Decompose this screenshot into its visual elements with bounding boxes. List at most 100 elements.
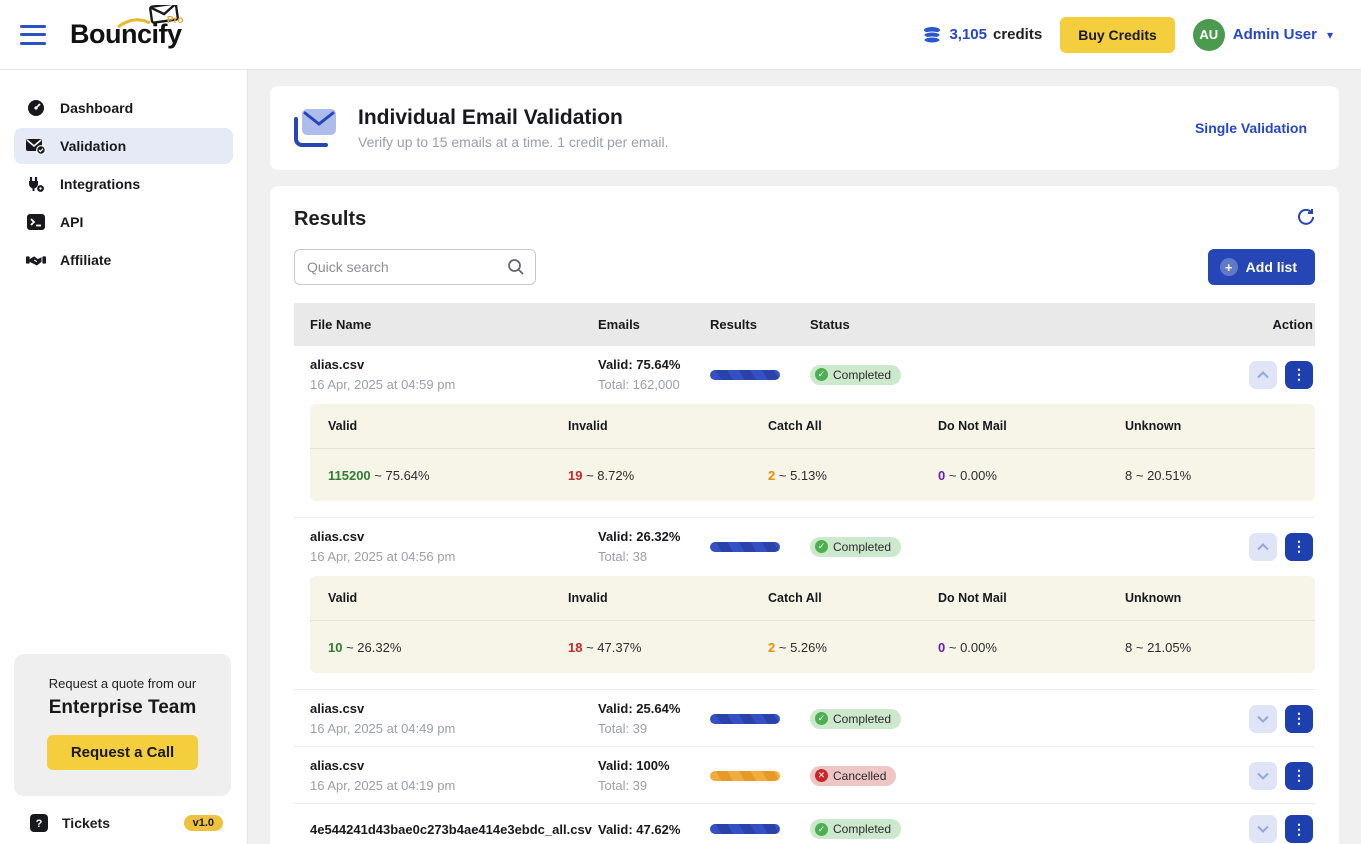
menu-icon[interactable] [20,25,46,45]
single-validation-link[interactable]: Single Validation [1195,120,1307,136]
credits-indicator: 3,105 credits [923,26,1042,44]
table-row: alias.csv 16 Apr, 2025 at 04:49 pm Valid… [294,689,1315,746]
sidebar-item-label: Validation [60,138,126,154]
col-action: Action [1239,317,1315,332]
progress-bar [710,542,780,552]
file-name: 4e544241d43bae0c273b4ae414e3ebdc_all.csv [310,822,598,837]
total-count: Total: 39 [598,721,710,736]
email-validation-icon [290,103,342,153]
detail-col-donotmail: Do Not Mail [938,591,1125,605]
enterprise-quote-box: Request a quote from our Enterprise Team… [14,654,231,796]
sidebar-item-label: Dashboard [60,100,133,116]
donotmail-value: 0 ~ 0.00% [938,640,1125,655]
detail-col-valid: Valid [328,591,568,605]
detail-col-donotmail: Do Not Mail [938,419,1125,433]
catchall-value: 2 ~ 5.13% [768,468,938,483]
row-menu-button[interactable]: ⋮ [1285,705,1313,733]
progress-bar [710,771,780,781]
expand-row-button[interactable] [1249,815,1277,843]
file-name: alias.csv [310,357,598,372]
collapse-row-button[interactable] [1249,533,1277,561]
catchall-value: 2 ~ 5.26% [768,640,938,655]
add-list-label: Add list [1246,259,1297,275]
email-check-icon [26,136,46,156]
table-header: File Name Emails Results Status Action [294,303,1315,346]
file-name: alias.csv [310,758,598,773]
results-table: File Name Emails Results Status Action a… [294,303,1315,844]
sidebar-item-label: API [60,214,83,230]
add-list-button[interactable]: + Add list [1208,249,1315,285]
row-menu-button[interactable]: ⋮ [1285,762,1313,790]
sidebar-item-integrations[interactable]: Integrations [14,166,233,202]
user-name: Admin User [1233,26,1317,43]
coins-icon [923,26,943,44]
detail-col-unknown: Unknown [1125,591,1315,605]
total-count: Total: 162,000 [598,377,710,392]
user-menu[interactable]: AU Admin User ▾ [1193,19,1333,51]
collapse-row-button[interactable] [1249,361,1277,389]
table-row: 4e544241d43bae0c273b4ae414e3ebdc_all.csv… [294,803,1315,844]
brand-pro-label: Pro [167,15,184,26]
sidebar-item-validation[interactable]: Validation [14,128,233,164]
search-icon [506,257,526,282]
main-content: Individual Email Validation Verify up to… [248,70,1361,844]
sidebar-item-label: Affiliate [60,252,111,268]
detail-col-valid: Valid [328,419,568,433]
check-circle-icon: ✓ [815,540,828,553]
row-menu-button[interactable]: ⋮ [1285,533,1313,561]
results-card: Results + Add list [270,186,1339,844]
progress-bar [710,370,780,380]
file-date: 16 Apr, 2025 at 04:49 pm [310,721,598,736]
valid-percent: Valid: 75.64% [598,357,710,372]
chevron-down-icon: ▾ [1327,28,1333,42]
row-menu-button[interactable]: ⋮ [1285,361,1313,389]
enterprise-title: Enterprise Team [24,697,221,719]
terminal-icon [26,212,46,232]
cancel-circle-icon: ✕ [815,769,828,782]
plug-icon [26,174,46,194]
check-circle-icon: ✓ [815,368,828,381]
col-file-name: File Name [310,317,598,332]
valid-percent: Valid: 26.32% [598,529,710,544]
page-title: Individual Email Validation [358,106,668,130]
status-badge: ✓ Completed [810,365,901,385]
sidebar-item-dashboard[interactable]: Dashboard [14,90,233,126]
version-badge: v1.0 [184,815,223,831]
expand-row-button[interactable] [1249,705,1277,733]
request-call-button[interactable]: Request a Call [47,735,198,770]
dashboard-icon [26,98,46,118]
sidebar-item-affiliate[interactable]: Affiliate [14,242,233,278]
plus-icon: + [1220,258,1238,276]
tickets-row[interactable]: ? Tickets v1.0 [30,814,223,832]
file-date: 16 Apr, 2025 at 04:59 pm [310,377,598,392]
results-title: Results [294,208,366,231]
valid-percent: Valid: 100% [598,758,710,773]
table-row: alias.csv 16 Apr, 2025 at 04:56 pm Valid… [294,517,1315,574]
refresh-icon[interactable] [1297,208,1315,231]
detail-col-unknown: Unknown [1125,419,1315,433]
buy-credits-button[interactable]: Buy Credits [1060,17,1175,53]
unknown-value: 8 ~ 20.51% [1125,468,1315,483]
row-detail-table: Valid Invalid Catch All Do Not Mail Unkn… [310,404,1315,501]
svg-text:?: ? [36,818,43,830]
sidebar-item-api[interactable]: API [14,204,233,240]
expand-row-button[interactable] [1249,762,1277,790]
hero-card: Individual Email Validation Verify up to… [270,86,1339,170]
credits-label: credits [993,26,1042,43]
row-detail-table: Valid Invalid Catch All Do Not Mail Unkn… [310,576,1315,673]
table-row: alias.csv 16 Apr, 2025 at 04:19 pm Valid… [294,746,1315,803]
col-emails: Emails [598,317,710,332]
detail-col-catchall: Catch All [768,419,938,433]
total-count: Total: 38 [598,549,710,564]
row-menu-button[interactable]: ⋮ [1285,815,1313,843]
file-date: 16 Apr, 2025 at 04:56 pm [310,549,598,564]
valid-value: 115200 ~ 75.64% [328,468,568,483]
brand-logo[interactable]: Bouncify Pro [70,21,182,48]
progress-bar [710,714,780,724]
status-badge: ✓ Completed [810,537,901,557]
search-input[interactable] [294,249,536,285]
invalid-value: 18 ~ 47.37% [568,640,768,655]
sidebar-item-label: Integrations [60,176,140,192]
unknown-value: 8 ~ 21.05% [1125,640,1315,655]
detail-col-catchall: Catch All [768,591,938,605]
